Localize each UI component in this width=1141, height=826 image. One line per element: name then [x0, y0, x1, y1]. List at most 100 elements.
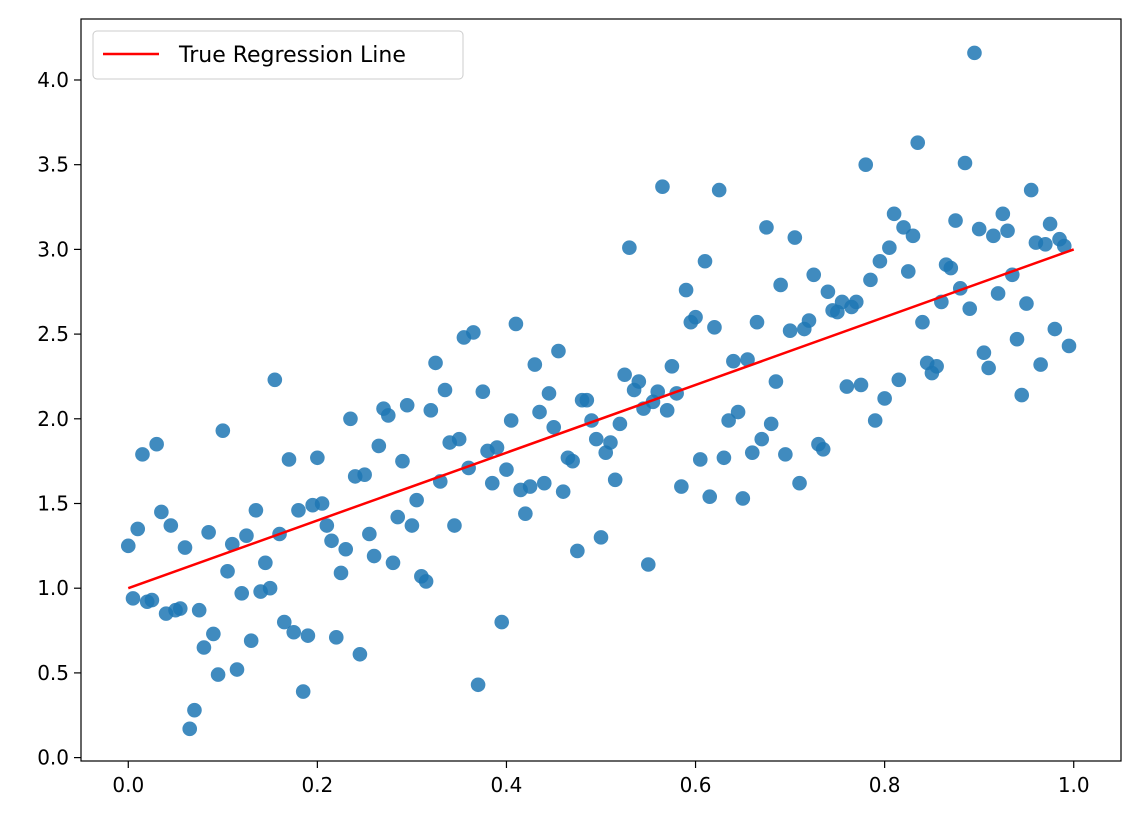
data-point	[1038, 237, 1053, 252]
data-point	[447, 518, 462, 533]
x-tick-label: 0.8	[869, 773, 901, 797]
data-point	[191, 602, 207, 618]
y-tick-label: 1.5	[37, 492, 69, 516]
data-point	[674, 479, 689, 494]
data-point	[882, 240, 897, 255]
data-point	[631, 374, 647, 389]
data-point	[702, 489, 718, 505]
legend-box	[92, 30, 464, 80]
data-point	[324, 533, 339, 549]
data-point	[380, 408, 396, 423]
data-point	[130, 521, 146, 537]
data-point	[220, 563, 235, 579]
data-point	[863, 272, 878, 288]
data-point	[891, 372, 907, 388]
data-point	[820, 284, 836, 300]
data-point	[328, 630, 344, 645]
data-point	[295, 684, 311, 699]
data-point	[243, 633, 259, 649]
data-point	[659, 403, 675, 418]
data-point	[612, 416, 628, 432]
data-point	[650, 384, 666, 399]
data-point	[990, 286, 1006, 301]
data-point	[310, 450, 325, 466]
data-point	[536, 475, 552, 491]
data-point	[962, 301, 978, 316]
data-point	[196, 640, 212, 655]
x-tick-label: 0.2	[301, 773, 333, 797]
data-point	[971, 221, 987, 237]
data-point	[451, 431, 467, 447]
data-point	[343, 411, 358, 427]
data-point	[848, 294, 864, 310]
data-point	[711, 182, 727, 198]
data-point	[546, 419, 562, 435]
data-point	[475, 384, 491, 399]
data-point	[286, 624, 302, 640]
legend-label: True Regression Line	[178, 43, 406, 68]
data-point	[555, 484, 571, 499]
data-point	[603, 435, 618, 450]
x-tick-label: 0.0	[112, 773, 144, 797]
data-point	[291, 502, 306, 518]
data-point	[593, 530, 609, 545]
data-point	[352, 646, 368, 662]
data-point	[154, 504, 169, 520]
data-point	[768, 374, 784, 389]
data-point	[144, 592, 160, 608]
data-point	[929, 358, 944, 374]
legend: True Regression Line	[92, 30, 464, 80]
data-point	[787, 230, 803, 245]
data-point	[423, 403, 439, 418]
data-point	[172, 601, 188, 616]
data-point	[792, 475, 807, 491]
y-tick-label: 2.0	[37, 407, 69, 431]
data-point	[518, 506, 533, 521]
data-point	[125, 591, 141, 606]
data-point	[622, 240, 637, 255]
data-point	[499, 462, 514, 477]
data-point	[1000, 223, 1015, 239]
data-point	[877, 391, 892, 406]
y-tick-label: 0.0	[37, 746, 69, 770]
data-point	[362, 526, 377, 542]
data-point	[801, 313, 817, 328]
y-tick-label: 4.0	[37, 68, 69, 92]
data-point	[418, 574, 434, 589]
data-point	[258, 555, 273, 571]
data-point	[281, 452, 297, 467]
data-point	[177, 540, 193, 555]
x-axis-ticks: 0.0 0.2 0.4 0.6 0.8 1.0	[112, 761, 1090, 797]
regression-line-group	[127, 248, 1075, 590]
data-point	[721, 413, 736, 428]
data-point	[655, 179, 670, 195]
data-point	[1047, 321, 1063, 337]
data-point	[399, 397, 415, 413]
data-point	[806, 267, 822, 283]
plot-frame	[80, 18, 1122, 762]
data-point	[588, 431, 604, 447]
data-point	[886, 206, 902, 222]
data-point	[910, 135, 926, 150]
data-point	[239, 528, 254, 543]
data-point	[182, 721, 198, 737]
data-point	[664, 358, 680, 374]
data-point	[730, 404, 746, 420]
data-point	[215, 423, 231, 438]
data-point	[163, 518, 179, 533]
data-point	[206, 626, 221, 642]
data-point	[839, 379, 855, 394]
data-point	[300, 628, 316, 643]
data-point	[735, 491, 751, 506]
data-point	[782, 323, 798, 339]
data-point	[1056, 238, 1072, 254]
x-tick-label: 0.6	[680, 773, 712, 797]
data-point	[976, 345, 992, 361]
data-points	[120, 45, 1077, 737]
data-point	[773, 277, 788, 293]
data-point	[522, 479, 538, 494]
data-point	[853, 377, 869, 393]
data-point	[678, 282, 694, 298]
